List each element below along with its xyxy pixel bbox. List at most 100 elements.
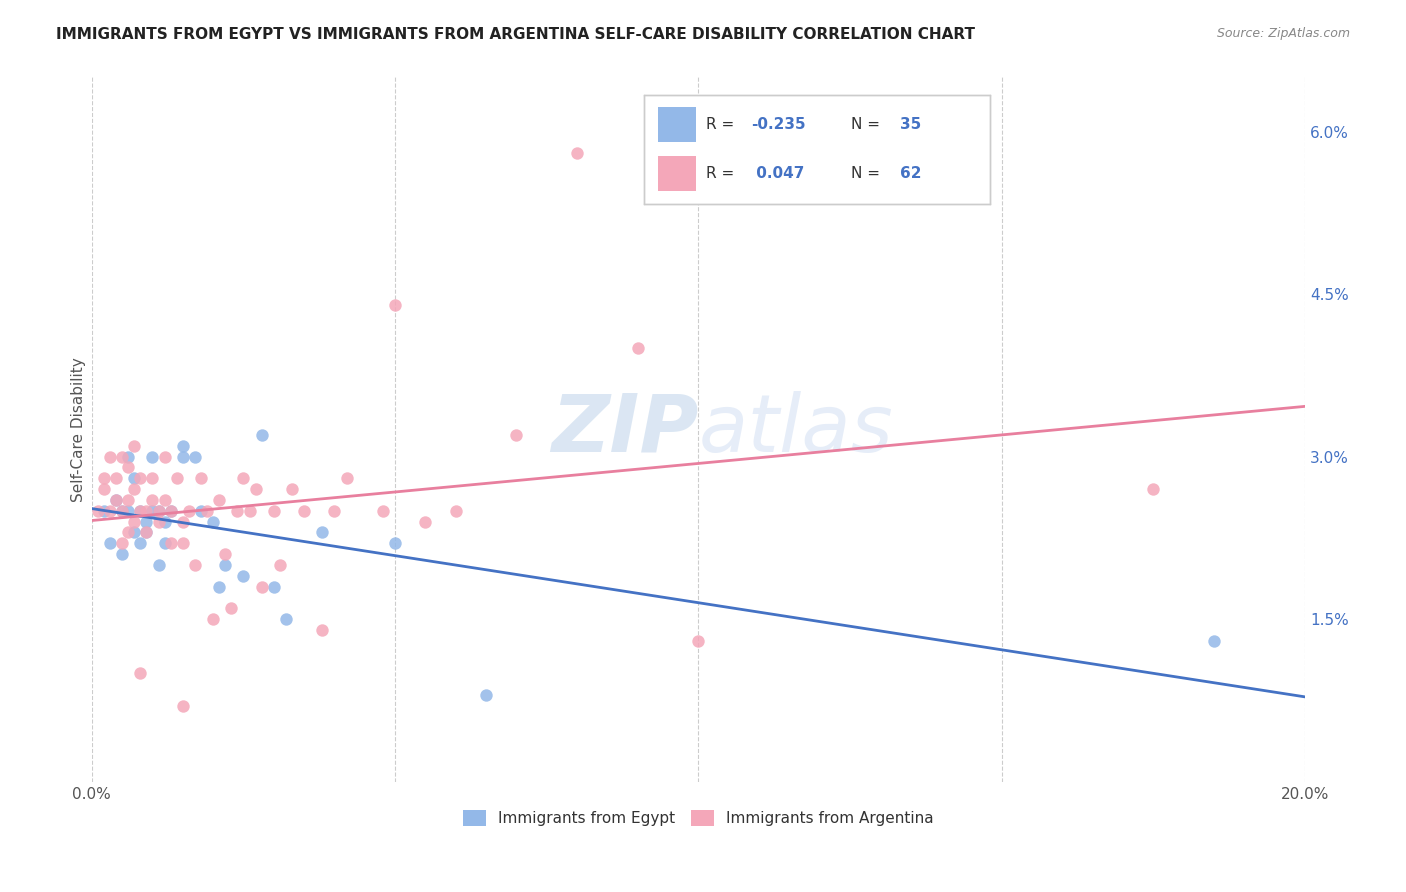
- Point: [311, 525, 333, 540]
- Point: [166, 471, 188, 485]
- Point: [153, 515, 176, 529]
- Point: [117, 504, 139, 518]
- Point: [129, 504, 152, 518]
- Point: [172, 698, 194, 713]
- Point: [172, 536, 194, 550]
- Point: [129, 504, 152, 518]
- Point: [105, 493, 128, 508]
- Point: [415, 515, 437, 529]
- Point: [117, 493, 139, 508]
- Point: [111, 547, 134, 561]
- Point: [274, 612, 297, 626]
- Point: [190, 471, 212, 485]
- Point: [311, 623, 333, 637]
- Text: IMMIGRANTS FROM EGYPT VS IMMIGRANTS FROM ARGENTINA SELF-CARE DISABILITY CORRELAT: IMMIGRANTS FROM EGYPT VS IMMIGRANTS FROM…: [56, 27, 976, 42]
- Point: [148, 558, 170, 572]
- Point: [172, 450, 194, 464]
- Point: [263, 580, 285, 594]
- Point: [148, 504, 170, 518]
- Point: [232, 471, 254, 485]
- Point: [444, 504, 467, 518]
- Text: Source: ZipAtlas.com: Source: ZipAtlas.com: [1216, 27, 1350, 40]
- Point: [159, 504, 181, 518]
- Point: [371, 504, 394, 518]
- Point: [384, 536, 406, 550]
- Y-axis label: Self-Care Disability: Self-Care Disability: [72, 357, 86, 502]
- Point: [159, 536, 181, 550]
- Point: [153, 450, 176, 464]
- Point: [281, 482, 304, 496]
- Point: [122, 471, 145, 485]
- Point: [98, 450, 121, 464]
- Point: [111, 536, 134, 550]
- Point: [117, 460, 139, 475]
- Point: [122, 482, 145, 496]
- Text: atlas: atlas: [699, 391, 893, 468]
- Point: [148, 515, 170, 529]
- Point: [250, 428, 273, 442]
- Point: [141, 450, 163, 464]
- Point: [475, 688, 498, 702]
- Point: [105, 471, 128, 485]
- Point: [93, 471, 115, 485]
- Point: [177, 504, 200, 518]
- Point: [688, 633, 710, 648]
- Point: [141, 471, 163, 485]
- Point: [141, 504, 163, 518]
- Point: [122, 525, 145, 540]
- Point: [135, 504, 157, 518]
- Point: [627, 341, 650, 355]
- Point: [93, 504, 115, 518]
- Point: [129, 471, 152, 485]
- Point: [565, 146, 588, 161]
- Point: [214, 547, 236, 561]
- Point: [221, 601, 243, 615]
- Point: [105, 493, 128, 508]
- Point: [1142, 482, 1164, 496]
- Point: [153, 493, 176, 508]
- Point: [208, 493, 231, 508]
- Point: [111, 504, 134, 518]
- Point: [245, 482, 267, 496]
- Point: [202, 515, 225, 529]
- Point: [172, 515, 194, 529]
- Point: [117, 450, 139, 464]
- Point: [505, 428, 527, 442]
- Point: [87, 504, 110, 518]
- Point: [135, 525, 157, 540]
- Point: [238, 504, 260, 518]
- Point: [111, 450, 134, 464]
- Point: [135, 525, 157, 540]
- Legend: Immigrants from Egypt, Immigrants from Argentina: Immigrants from Egypt, Immigrants from A…: [456, 803, 941, 834]
- Point: [269, 558, 291, 572]
- Text: ZIP: ZIP: [551, 391, 699, 468]
- Point: [129, 666, 152, 681]
- Point: [190, 504, 212, 518]
- Point: [184, 450, 207, 464]
- Point: [159, 504, 181, 518]
- Point: [135, 515, 157, 529]
- Point: [98, 536, 121, 550]
- Point: [250, 580, 273, 594]
- Point: [323, 504, 346, 518]
- Point: [184, 558, 207, 572]
- Point: [226, 504, 249, 518]
- Point: [172, 439, 194, 453]
- Point: [292, 504, 315, 518]
- Point: [141, 493, 163, 508]
- Point: [93, 482, 115, 496]
- Point: [153, 536, 176, 550]
- Point: [117, 525, 139, 540]
- Point: [98, 504, 121, 518]
- Point: [384, 298, 406, 312]
- Point: [129, 536, 152, 550]
- Point: [111, 504, 134, 518]
- Point: [148, 504, 170, 518]
- Point: [1204, 633, 1226, 648]
- Point: [195, 504, 218, 518]
- Point: [122, 515, 145, 529]
- Point: [232, 569, 254, 583]
- Point: [263, 504, 285, 518]
- Point: [336, 471, 359, 485]
- Point: [214, 558, 236, 572]
